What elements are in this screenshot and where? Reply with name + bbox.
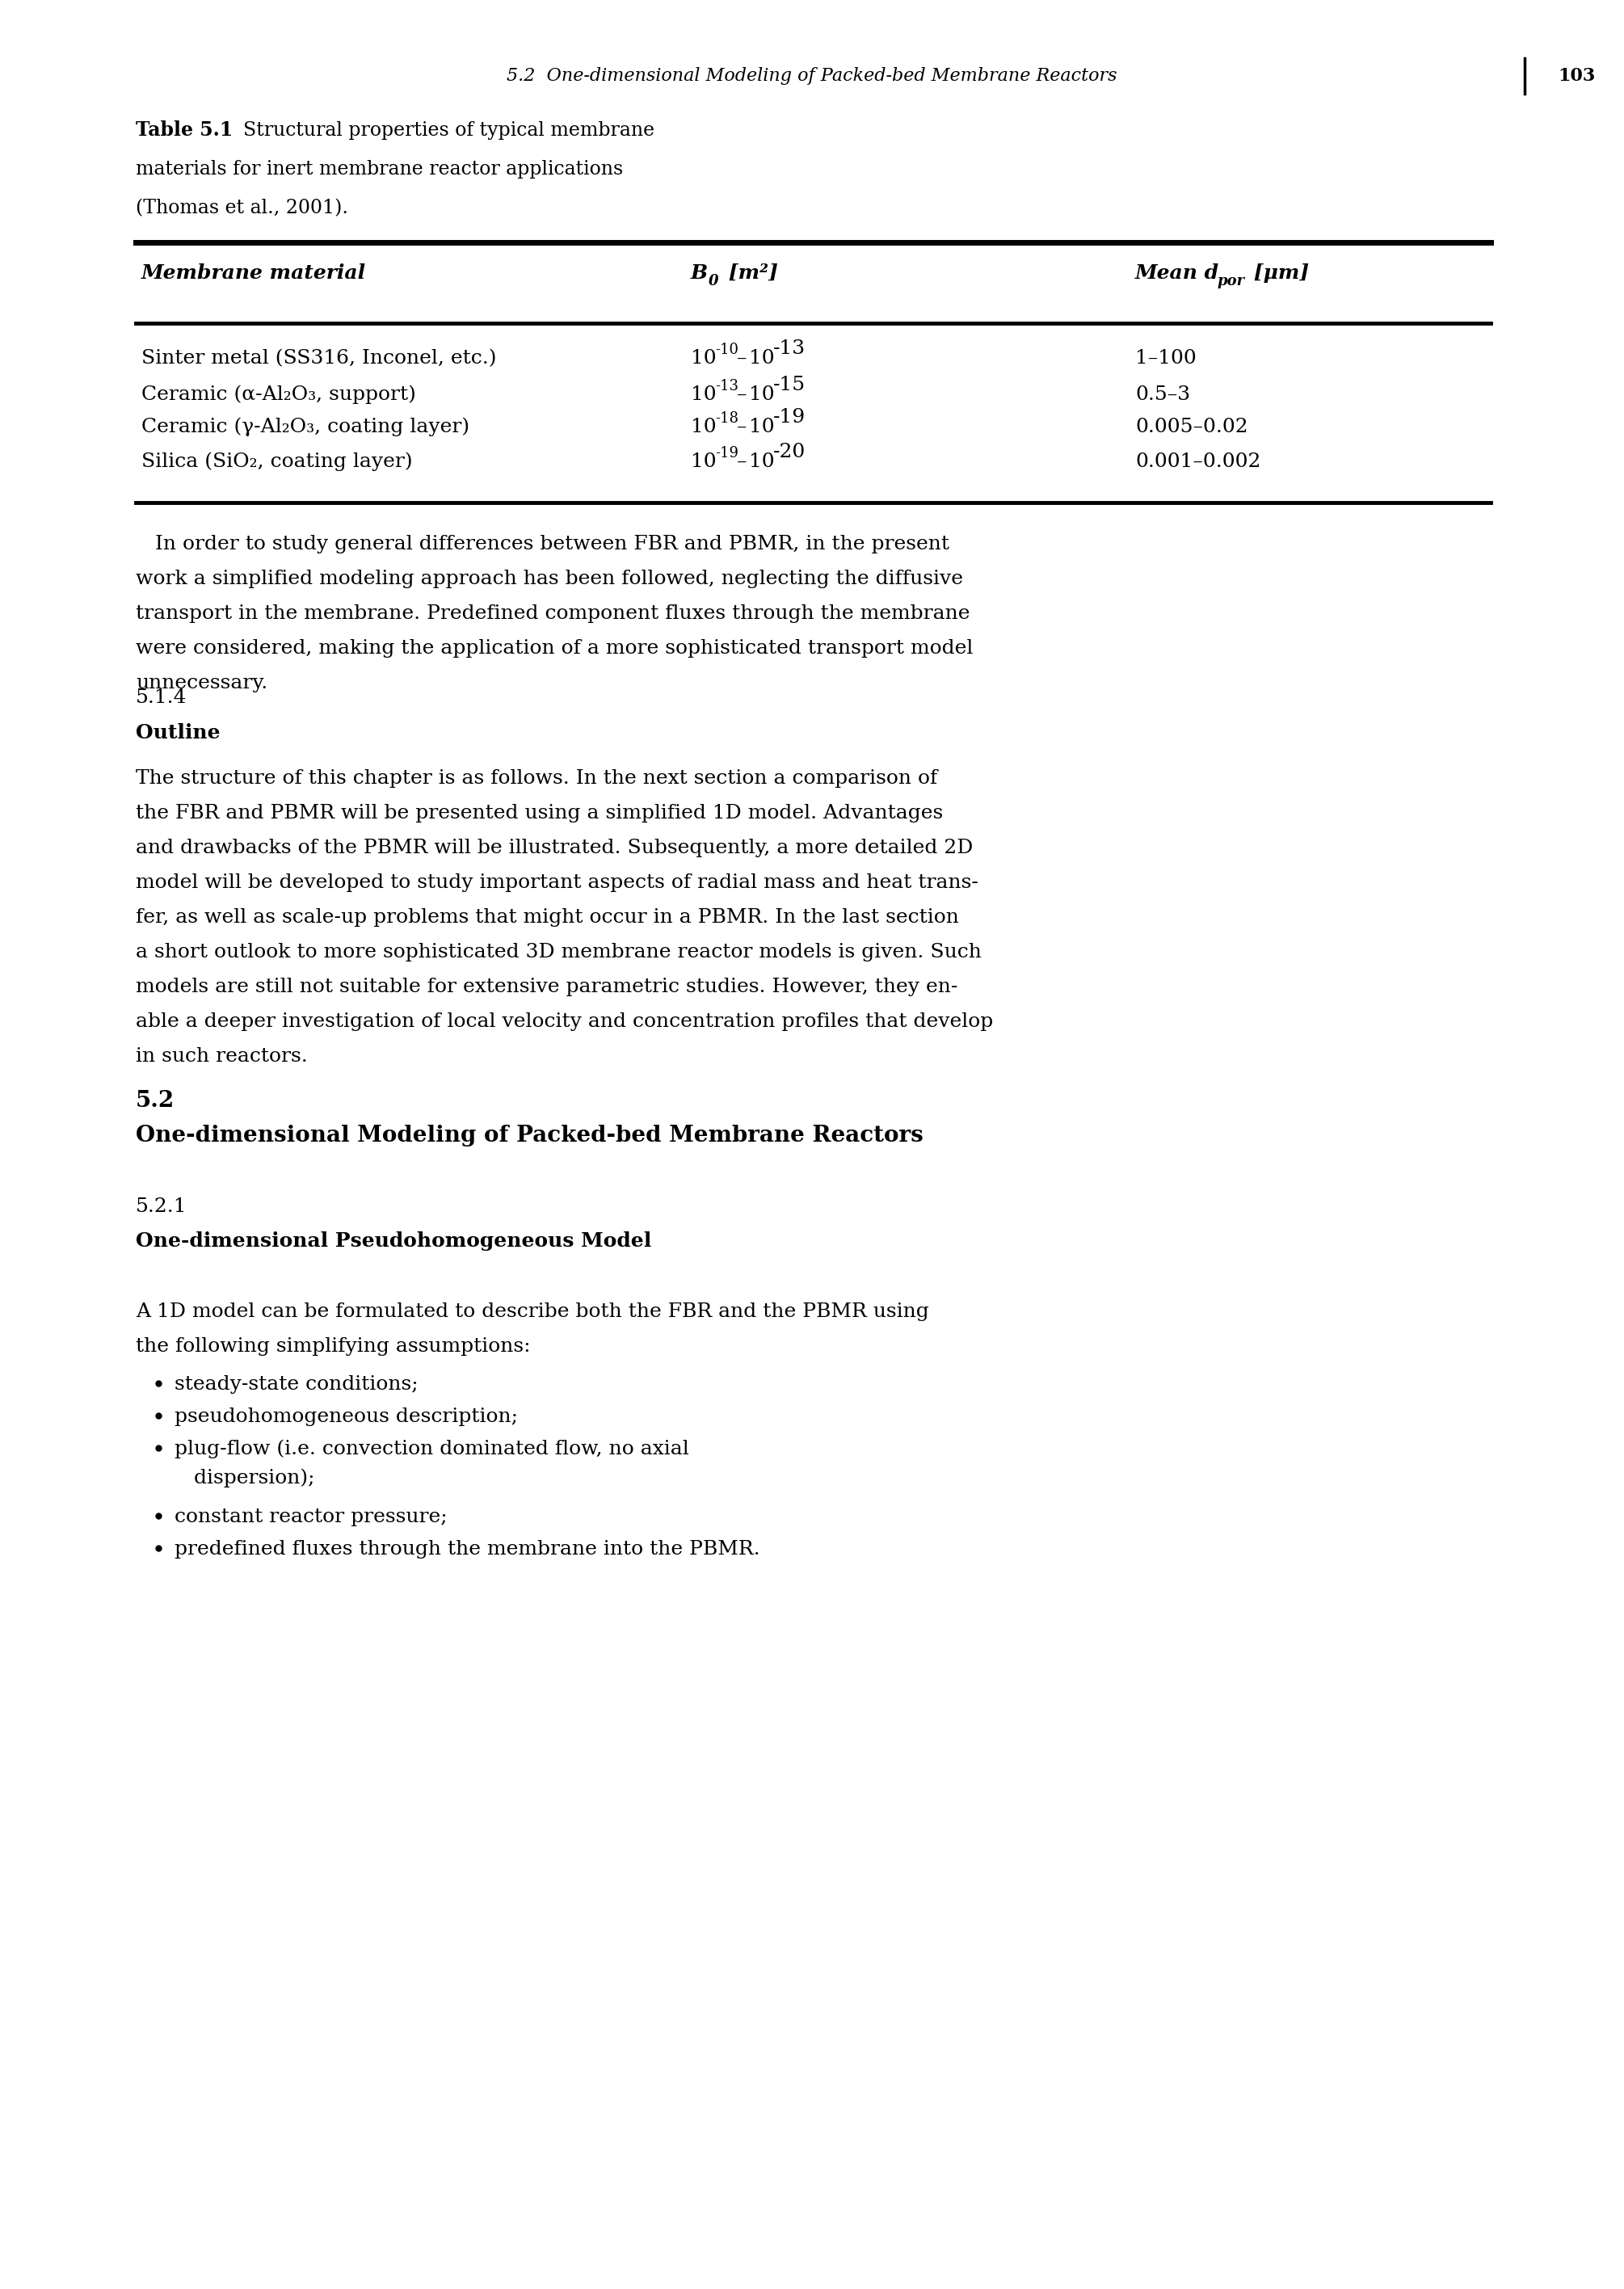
Text: Membrane material: Membrane material xyxy=(141,263,365,284)
Text: –: – xyxy=(737,348,747,369)
Text: the following simplifying assumptions:: the following simplifying assumptions: xyxy=(136,1337,531,1355)
Text: predefined fluxes through the membrane into the PBMR.: predefined fluxes through the membrane i… xyxy=(174,1540,760,1559)
Text: [m²]: [m²] xyxy=(721,263,778,284)
Text: –: – xyxy=(737,417,747,437)
Text: 5.2: 5.2 xyxy=(136,1090,175,1112)
Text: unnecessary.: unnecessary. xyxy=(136,673,268,694)
Text: dispersion);: dispersion); xyxy=(174,1470,315,1488)
Text: Outline: Outline xyxy=(136,723,221,742)
Text: 0.005–0.02: 0.005–0.02 xyxy=(1135,417,1247,437)
Text: 5.1.4: 5.1.4 xyxy=(136,689,187,707)
Text: 10: 10 xyxy=(690,417,716,437)
Text: 5.2.1: 5.2.1 xyxy=(136,1197,187,1215)
Text: [μm]: [μm] xyxy=(1247,263,1309,284)
Text: steady-state conditions;: steady-state conditions; xyxy=(174,1376,419,1394)
Text: -13: -13 xyxy=(773,339,806,357)
Text: 1–100: 1–100 xyxy=(1135,348,1197,369)
Text: -19: -19 xyxy=(773,407,806,426)
Text: -19: -19 xyxy=(715,446,739,460)
Text: 10: 10 xyxy=(749,417,775,437)
Text: were considered, making the application of a more sophisticated transport model: were considered, making the application … xyxy=(136,639,973,657)
Text: plug-flow (i.e. convection dominated flow, no axial: plug-flow (i.e. convection dominated flo… xyxy=(174,1440,689,1458)
Text: One-dimensional Modeling of Packed-bed Membrane Reactors: One-dimensional Modeling of Packed-bed M… xyxy=(136,1124,924,1147)
Text: 10: 10 xyxy=(749,348,775,369)
Text: transport in the membrane. Predefined component fluxes through the membrane: transport in the membrane. Predefined co… xyxy=(136,604,970,623)
Text: (Thomas et al., 2001).: (Thomas et al., 2001). xyxy=(136,199,348,217)
Text: 10: 10 xyxy=(690,453,716,472)
Text: and drawbacks of the PBMR will be illustrated. Subsequently, a more detailed 2D: and drawbacks of the PBMR will be illust… xyxy=(136,838,973,858)
Text: the FBR and PBMR will be presented using a simplified 1D model. Advantages: the FBR and PBMR will be presented using… xyxy=(136,803,944,822)
Text: 0.5–3: 0.5–3 xyxy=(1135,385,1190,403)
Text: 103: 103 xyxy=(1559,66,1596,85)
Text: B: B xyxy=(690,263,708,284)
Text: pseudohomogeneous description;: pseudohomogeneous description; xyxy=(174,1408,518,1426)
Text: constant reactor pressure;: constant reactor pressure; xyxy=(174,1508,447,1527)
Text: work a simplified modeling approach has been followed, neglecting the diffusive: work a simplified modeling approach has … xyxy=(136,570,963,588)
Text: The structure of this chapter is as follows. In the next section a comparison of: The structure of this chapter is as foll… xyxy=(136,769,937,787)
Text: Ceramic (α-Al₂O₃, support): Ceramic (α-Al₂O₃, support) xyxy=(141,385,416,403)
Text: -13: -13 xyxy=(715,380,739,394)
Text: -20: -20 xyxy=(773,442,806,462)
Text: -10: -10 xyxy=(715,343,739,357)
Text: in such reactors.: in such reactors. xyxy=(136,1046,307,1067)
Text: –: – xyxy=(737,453,747,472)
Text: 10: 10 xyxy=(690,385,716,403)
Text: Sinter metal (SS316, Inconel, etc.): Sinter metal (SS316, Inconel, etc.) xyxy=(141,348,497,369)
Text: Structural properties of typical membrane: Structural properties of typical membran… xyxy=(231,121,654,140)
Text: 5.2  One-dimensional Modeling of Packed-bed Membrane Reactors: 5.2 One-dimensional Modeling of Packed-b… xyxy=(507,66,1117,85)
Text: -15: -15 xyxy=(773,375,806,394)
Text: Ceramic (γ-Al₂O₃, coating layer): Ceramic (γ-Al₂O₃, coating layer) xyxy=(141,417,469,437)
Text: a short outlook to more sophisticated 3D membrane reactor models is given. Such: a short outlook to more sophisticated 3D… xyxy=(136,943,981,961)
Text: One-dimensional Pseudohomogeneous Model: One-dimensional Pseudohomogeneous Model xyxy=(136,1231,651,1250)
Text: 10: 10 xyxy=(749,385,775,403)
Text: In order to study general differences between FBR and PBMR, in the present: In order to study general differences be… xyxy=(136,536,950,554)
Text: A 1D model can be formulated to describe both the FBR and the PBMR using: A 1D model can be formulated to describe… xyxy=(136,1302,929,1321)
Text: fer, as well as scale-up problems that might occur in a PBMR. In the last sectio: fer, as well as scale-up problems that m… xyxy=(136,909,958,927)
Text: por: por xyxy=(1218,275,1246,288)
Text: able a deeper investigation of local velocity and concentration profiles that de: able a deeper investigation of local vel… xyxy=(136,1012,994,1030)
Text: –: – xyxy=(737,385,747,403)
Text: -18: -18 xyxy=(715,412,739,426)
Text: models are still not suitable for extensive parametric studies. However, they en: models are still not suitable for extens… xyxy=(136,977,958,996)
Text: model will be developed to study important aspects of radial mass and heat trans: model will be developed to study importa… xyxy=(136,874,978,893)
Text: 0.001–0.002: 0.001–0.002 xyxy=(1135,453,1260,472)
Text: materials for inert membrane reactor applications: materials for inert membrane reactor app… xyxy=(136,160,624,179)
Text: Mean d: Mean d xyxy=(1135,263,1220,284)
Text: 0: 0 xyxy=(708,275,719,288)
Text: 10: 10 xyxy=(749,453,775,472)
Text: Silica (SiO₂, coating layer): Silica (SiO₂, coating layer) xyxy=(141,451,412,472)
Text: 10: 10 xyxy=(690,348,716,369)
Text: Table 5.1: Table 5.1 xyxy=(136,121,232,140)
